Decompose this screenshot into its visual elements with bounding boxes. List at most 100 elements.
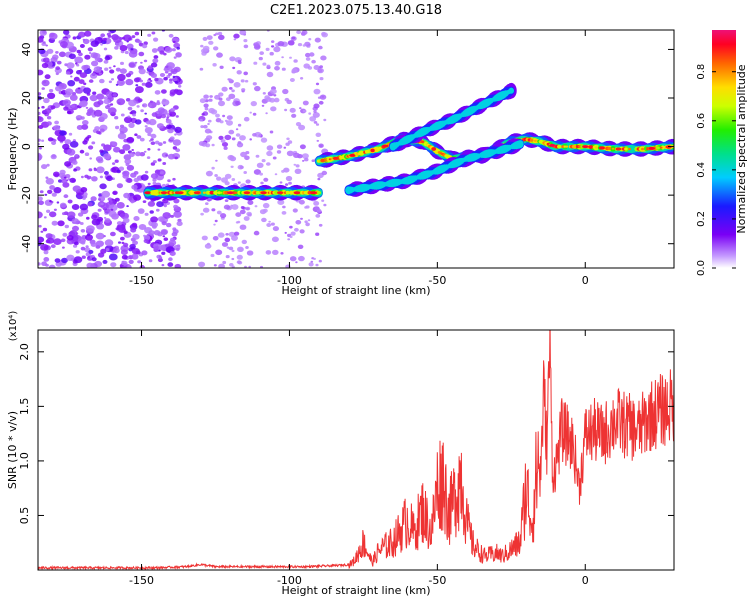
noise-speck bbox=[302, 100, 309, 106]
noise-speck bbox=[289, 107, 296, 113]
noise-speck bbox=[169, 136, 175, 141]
noise-speck bbox=[144, 127, 153, 134]
noise-speck bbox=[206, 135, 213, 141]
noise-speck bbox=[253, 61, 258, 65]
noise-speck bbox=[126, 205, 129, 208]
noise-speck bbox=[126, 178, 133, 183]
noise-speck bbox=[132, 240, 139, 246]
noise-speck bbox=[119, 149, 126, 155]
noise-speck bbox=[289, 78, 295, 82]
noise-speck bbox=[128, 50, 138, 58]
noise-speck bbox=[83, 65, 89, 69]
noise-speck bbox=[259, 51, 265, 55]
noise-speck bbox=[321, 31, 327, 36]
colorbar-tick-label: 0.0 bbox=[696, 260, 707, 276]
noise-speck bbox=[317, 68, 324, 74]
noise-speck bbox=[198, 141, 205, 146]
noise-speck bbox=[225, 255, 230, 259]
noise-speck bbox=[57, 135, 66, 142]
noise-speck bbox=[289, 56, 292, 59]
noise-speck bbox=[202, 36, 208, 41]
noise-speck bbox=[138, 68, 146, 75]
noise-speck bbox=[318, 45, 323, 50]
noise-speck bbox=[81, 175, 84, 179]
noise-speck bbox=[64, 224, 70, 229]
noise-speck bbox=[84, 30, 92, 37]
noise-speck bbox=[115, 83, 119, 86]
noise-speck bbox=[82, 38, 86, 41]
noise-speck bbox=[72, 225, 79, 232]
noise-speck bbox=[91, 72, 96, 77]
noise-speck bbox=[99, 78, 105, 84]
noise-speck bbox=[301, 153, 309, 159]
noise-speck bbox=[266, 145, 274, 151]
noise-speck bbox=[221, 242, 229, 247]
noise-speck bbox=[298, 199, 305, 205]
ridge-blob bbox=[339, 155, 344, 160]
y-tick-label: 0.5 bbox=[18, 507, 31, 525]
noise-speck bbox=[262, 62, 267, 66]
ridge-blob bbox=[420, 140, 425, 143]
noise-speck bbox=[176, 221, 183, 227]
ridge-hotspot bbox=[548, 143, 556, 147]
noise-speck bbox=[91, 257, 97, 262]
noise-speck bbox=[247, 200, 254, 206]
ridge-blob bbox=[219, 191, 223, 194]
noise-speck bbox=[128, 99, 137, 107]
noise-speck bbox=[254, 131, 262, 138]
noise-speck bbox=[113, 247, 120, 254]
noise-speck bbox=[80, 246, 86, 251]
noise-speck bbox=[237, 181, 241, 184]
noise-speck bbox=[116, 98, 126, 106]
noise-speck bbox=[289, 235, 293, 239]
noise-speck bbox=[136, 135, 142, 139]
noise-speck bbox=[281, 56, 284, 59]
noise-speck bbox=[150, 173, 159, 180]
noise-speck bbox=[58, 179, 63, 183]
noise-speck bbox=[154, 77, 159, 82]
noise-speck bbox=[41, 139, 45, 142]
noise-speck bbox=[113, 36, 122, 43]
noise-speck bbox=[91, 60, 99, 67]
noise-speck bbox=[298, 255, 305, 262]
noise-speck bbox=[224, 237, 231, 243]
noise-speck bbox=[249, 111, 252, 114]
noise-speck bbox=[323, 203, 327, 207]
y-tick-label: -20 bbox=[20, 186, 33, 204]
ridge-blob bbox=[557, 144, 562, 149]
noise-speck bbox=[253, 169, 261, 175]
noise-speck bbox=[245, 179, 251, 184]
noise-speck bbox=[217, 31, 223, 36]
ridge-blob bbox=[320, 158, 326, 163]
noise-speck bbox=[156, 208, 160, 212]
ridge-blob bbox=[607, 146, 612, 151]
noise-speck bbox=[88, 145, 94, 150]
noise-speck bbox=[53, 125, 61, 131]
noise-speck bbox=[95, 232, 105, 240]
noise-speck bbox=[162, 98, 167, 102]
noise-speck bbox=[272, 156, 277, 160]
noise-speck bbox=[116, 183, 123, 189]
noise-speck bbox=[154, 90, 161, 95]
noise-speck bbox=[96, 93, 105, 100]
noise-speck bbox=[302, 109, 307, 113]
noise-speck bbox=[161, 229, 168, 235]
noise-speck bbox=[102, 259, 108, 264]
noise-speck bbox=[150, 73, 157, 78]
noise-speck bbox=[308, 38, 312, 41]
noise-speck bbox=[138, 224, 147, 230]
noise-speck bbox=[126, 136, 135, 143]
noise-speck bbox=[99, 183, 107, 190]
noise-speck bbox=[70, 104, 76, 108]
noise-speck bbox=[131, 222, 138, 228]
noise-speck bbox=[243, 216, 250, 221]
noise-speck bbox=[227, 154, 235, 161]
noise-speck bbox=[38, 92, 42, 96]
noise-speck bbox=[79, 69, 82, 73]
noise-speck bbox=[239, 30, 247, 36]
ridge-blob bbox=[659, 146, 663, 149]
noise-speck bbox=[143, 59, 148, 63]
noise-speck bbox=[45, 44, 48, 47]
noise-speck bbox=[274, 66, 280, 71]
noise-speck bbox=[64, 88, 74, 96]
